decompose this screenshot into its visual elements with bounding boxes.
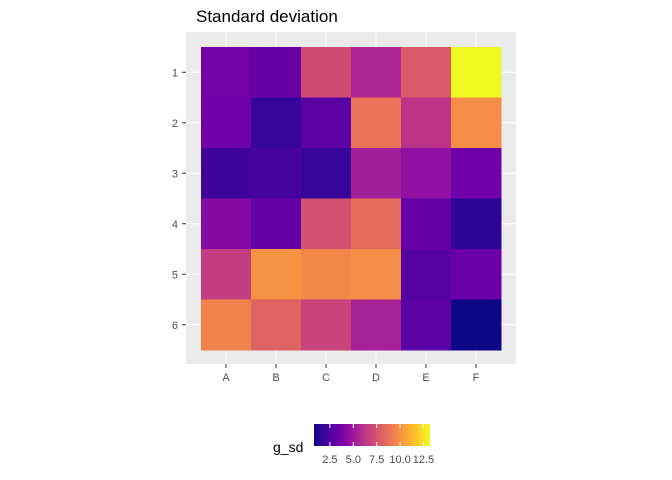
x-tick-label: F (473, 372, 480, 384)
heatmap-cells (201, 47, 502, 351)
heatmap-cell (201, 148, 252, 199)
heatmap-cell (351, 299, 402, 351)
heatmap-cell (301, 299, 352, 351)
heatmap-cell (351, 198, 402, 250)
legend-tick-label: 2.5 (322, 454, 337, 466)
y-tick-label: 2 (172, 118, 178, 130)
y-tick-label: 1 (172, 67, 178, 79)
heatmap-cell (301, 148, 352, 199)
heatmap-cell (201, 97, 252, 149)
heatmap-cell (401, 249, 452, 300)
y-axis: 1 2 3 4 5 6 (172, 67, 186, 332)
heatmap-cell (451, 97, 502, 149)
heatmap-cell (251, 148, 302, 199)
heatmap-cell (451, 47, 502, 98)
heatmap-cell (451, 148, 502, 199)
x-tick-label: D (372, 372, 380, 384)
heatmap-cell (351, 249, 402, 300)
heatmap-cell (401, 299, 452, 351)
heatmap-cell (451, 198, 502, 250)
heatmap-cell (201, 198, 252, 250)
heatmap-cell (201, 299, 252, 351)
heatmap-cell (251, 299, 302, 351)
heatmap-cell (401, 148, 452, 199)
x-tick-label: C (322, 372, 330, 384)
heatmap-cell (251, 97, 302, 149)
heatmap-cell (451, 249, 502, 300)
y-tick-label: 3 (172, 168, 178, 180)
heatmap-cell (401, 47, 452, 98)
y-tick-label: 4 (172, 219, 178, 231)
heatmap-cell (451, 299, 502, 351)
legend-tick-label: 7.5 (369, 454, 384, 466)
x-tick-label: B (272, 372, 279, 384)
heatmap-cell (301, 198, 352, 250)
legend-tick-label: 12.5 (413, 454, 434, 466)
heatmap-cell (251, 249, 302, 300)
legend-tick-label: 5.0 (346, 454, 361, 466)
chart-title: Standard deviation (196, 7, 338, 26)
heatmap-cell (301, 97, 352, 149)
heatmap-cell (251, 47, 302, 98)
heatmap-cell (351, 97, 402, 149)
x-tick-label: A (222, 372, 230, 384)
y-tick-label: 5 (172, 269, 178, 281)
heatmap-cell (301, 47, 352, 98)
heatmap-cell (251, 198, 302, 250)
heatmap-cell (351, 148, 402, 199)
colorbar (314, 424, 430, 446)
heatmap-cell (201, 47, 252, 98)
y-tick-label: 6 (172, 320, 178, 332)
heatmap-cell (401, 97, 452, 149)
x-tick-label: E (422, 372, 429, 384)
legend-tick-label: 10.0 (389, 454, 410, 466)
heatmap-cell (351, 47, 402, 98)
heatmap-cell (201, 249, 252, 300)
heatmap-cell (401, 198, 452, 250)
colorbar-legend: g_sd 2.5 5.0 7.5 10.0 12.5 (273, 424, 434, 466)
x-axis: A B C D E F (222, 364, 480, 384)
heatmap-cell (301, 249, 352, 300)
legend-title: g_sd (273, 439, 303, 455)
